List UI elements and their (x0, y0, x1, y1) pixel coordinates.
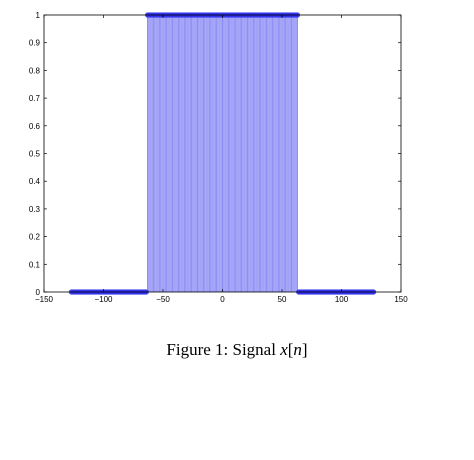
x-tick-label: −100 (94, 295, 113, 304)
y-tick-label: 0.3 (29, 205, 41, 214)
y-tick-label: 0.7 (29, 94, 41, 103)
y-tick-label: 0.9 (29, 39, 41, 48)
caption-prefix: Figure 1: Signal (166, 340, 281, 359)
x-tick-label: −50 (156, 295, 170, 304)
figure-caption: Figure 1: Signal x[n] (0, 340, 474, 360)
y-axis-ticks: 0 0.1 0.2 0.3 0.4 0.5 0.6 0.7 0.8 0.9 1 (29, 11, 401, 297)
x-tick-label: 150 (394, 295, 408, 304)
y-tick-label: 0.5 (29, 150, 41, 159)
stem-chart: −150 −100 −50 0 50 100 150 0 0.1 0.2 0.3 0.4 0.5 0.6… (29, 11, 408, 304)
x-axis-ticks: −150 −100 −50 0 50 100 150 (35, 15, 408, 304)
stem-lines (147, 15, 298, 292)
y-tick-label: 1 (36, 11, 41, 20)
caption-math-index: n (293, 340, 302, 359)
x-tick-label: 50 (278, 295, 287, 304)
caption-bracket-open: [ (287, 340, 294, 359)
x-tick-label: 0 (220, 295, 225, 304)
y-tick-label: 0 (36, 288, 41, 297)
y-tick-label: 0.6 (29, 122, 41, 131)
caption-math-var: x (280, 340, 288, 359)
caption-bracket-close: ] (301, 340, 308, 359)
y-tick-label: 0.1 (29, 260, 41, 269)
y-tick-label: 0.8 (29, 66, 41, 75)
y-tick-label: 0.2 (29, 233, 41, 242)
x-tick-label: −150 (35, 295, 54, 304)
y-tick-label: 0.4 (29, 177, 41, 186)
x-tick-label: 100 (335, 295, 349, 304)
